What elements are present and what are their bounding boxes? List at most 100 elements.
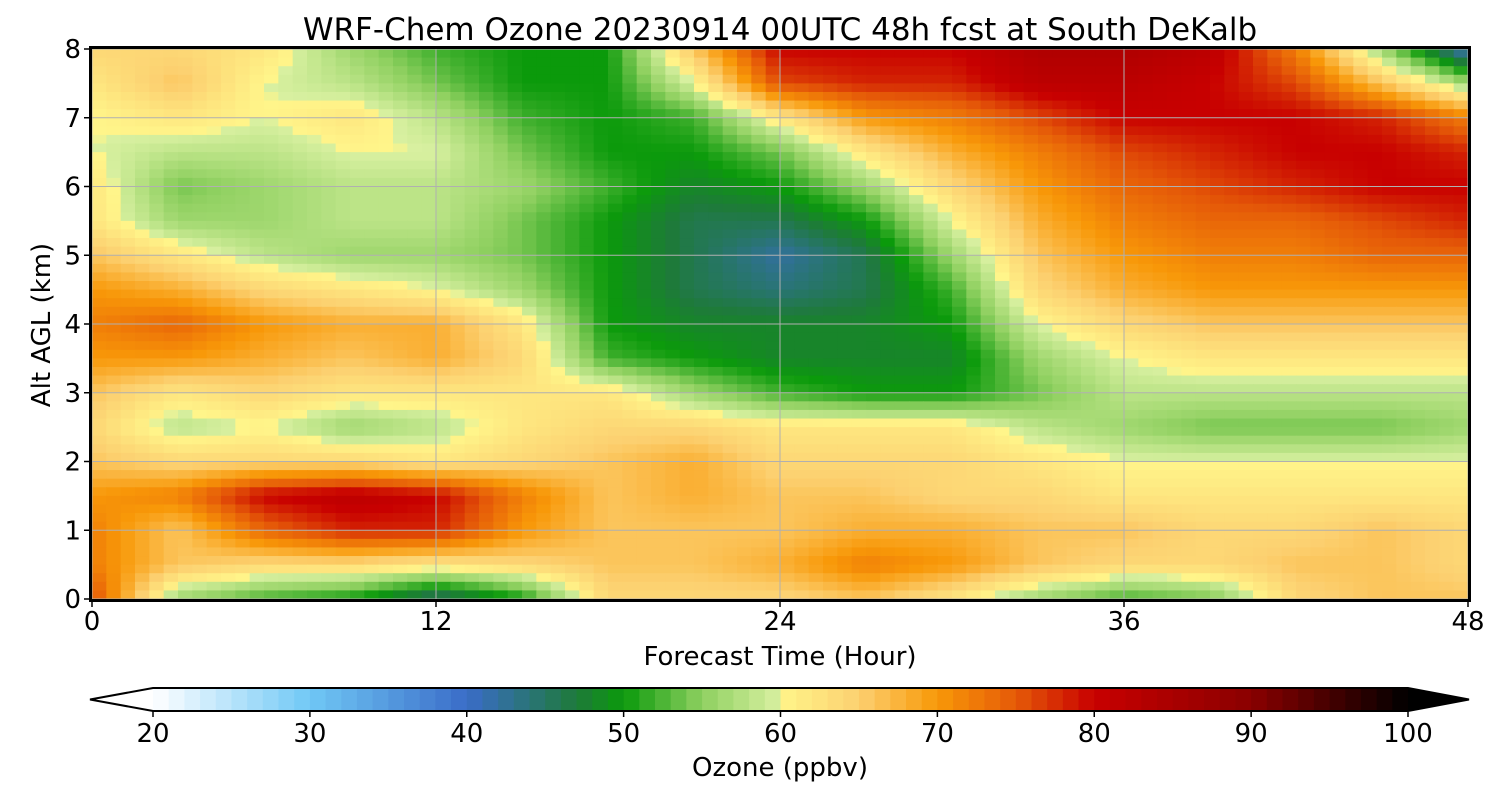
heatmap-cell xyxy=(464,341,480,351)
heatmap-cell xyxy=(1095,332,1111,342)
heatmap-cell xyxy=(536,409,552,420)
heatmap-cell xyxy=(966,66,982,76)
heatmap-cell xyxy=(278,315,294,325)
heatmap-cell xyxy=(894,126,910,136)
heatmap-cell xyxy=(880,134,896,145)
heatmap-cell xyxy=(866,427,881,437)
heatmap-cell xyxy=(436,384,451,394)
heatmap-cell xyxy=(149,49,165,59)
heatmap-cell xyxy=(1353,212,1369,222)
heatmap-cell xyxy=(1109,281,1125,291)
heatmap-cell xyxy=(737,177,752,188)
heatmap-cell xyxy=(493,186,509,196)
heatmap-cell xyxy=(937,74,953,84)
heatmap-cell xyxy=(235,272,251,282)
heatmap-cell xyxy=(550,186,566,196)
heatmap-cell xyxy=(909,143,924,153)
heatmap-cell xyxy=(837,306,853,316)
heatmap-cell xyxy=(1382,444,1397,454)
heatmap-cell xyxy=(1095,272,1111,282)
heatmap-cell xyxy=(249,444,265,454)
heatmap-cell xyxy=(579,49,595,59)
heatmap-cell xyxy=(464,74,480,84)
heatmap-cell xyxy=(579,452,595,463)
heatmap-cell xyxy=(163,375,179,385)
heatmap-cell xyxy=(1281,384,1297,394)
heatmap-cell xyxy=(636,298,652,308)
heatmap-cell xyxy=(1195,49,1211,59)
heatmap-cell xyxy=(522,91,537,102)
heatmap-cell xyxy=(1009,83,1025,93)
heatmap-cell xyxy=(450,366,466,377)
heatmap-cell xyxy=(235,487,251,497)
heatmap-cell xyxy=(550,298,566,308)
heatmap-cell xyxy=(1081,349,1096,359)
heatmap-cell xyxy=(1339,134,1354,145)
heatmap-cell xyxy=(1181,212,1197,222)
heatmap-cell xyxy=(1439,444,1455,454)
heatmap-cell xyxy=(1109,324,1125,334)
chart-title: WRF-Chem Ozone 20230914 00UTC 48h fcst a… xyxy=(303,12,1257,48)
heatmap-cell xyxy=(364,195,380,205)
heatmap-cell xyxy=(636,83,652,93)
heatmap-cell xyxy=(249,470,265,480)
heatmap-cell xyxy=(249,435,265,445)
heatmap-cell xyxy=(92,418,107,428)
heatmap-cell xyxy=(1367,366,1383,377)
heatmap-cell xyxy=(1353,229,1369,239)
heatmap-cell xyxy=(249,203,265,213)
heatmap-cell xyxy=(92,74,107,84)
heatmap-cell xyxy=(192,109,208,119)
heatmap-cell xyxy=(1210,444,1225,454)
heatmap-cell xyxy=(120,220,136,231)
heatmap-cell xyxy=(407,384,423,394)
heatmap-cell xyxy=(866,401,881,411)
heatmap-cell xyxy=(479,306,494,316)
heatmap-cell xyxy=(1109,332,1125,342)
heatmap-cell xyxy=(407,134,423,145)
heatmap-cell xyxy=(1339,177,1354,188)
heatmap-cell xyxy=(622,212,638,222)
heatmap-cell xyxy=(1281,315,1297,325)
heatmap-cell xyxy=(1009,91,1025,102)
heatmap-cell xyxy=(206,109,222,119)
heatmap-cell xyxy=(264,427,279,437)
heatmap-cell xyxy=(249,358,265,368)
heatmap-cell xyxy=(952,117,967,127)
heatmap-cell xyxy=(866,444,881,454)
heatmap-cell xyxy=(1238,186,1254,196)
heatmap-cell xyxy=(608,272,623,282)
heatmap-cell xyxy=(608,298,623,308)
heatmap-cell xyxy=(1023,212,1039,222)
heatmap-cell xyxy=(206,169,222,179)
heatmap-cell xyxy=(722,263,738,274)
heatmap-cell xyxy=(221,100,236,110)
heatmap-cell xyxy=(321,91,337,102)
heatmap-cell xyxy=(1310,246,1326,256)
heatmap-cell xyxy=(737,229,752,239)
heatmap-cell xyxy=(794,212,810,222)
heatmap-cell xyxy=(493,229,509,239)
heatmap-cell xyxy=(307,238,322,248)
heatmap-cell xyxy=(565,461,580,471)
heatmap-cell xyxy=(307,289,322,299)
heatmap-cell xyxy=(307,298,322,308)
heatmap-cell xyxy=(1425,470,1440,480)
heatmap-cell xyxy=(937,315,953,325)
heatmap-cell xyxy=(1081,315,1096,325)
heatmap-cell xyxy=(364,169,380,179)
heatmap-cell xyxy=(593,91,609,102)
heatmap-cell xyxy=(1138,272,1154,282)
heatmap-cell xyxy=(1210,126,1225,136)
heatmap-cell xyxy=(178,298,193,308)
heatmap-cell xyxy=(1195,152,1211,162)
heatmap-cell xyxy=(708,470,724,480)
heatmap-cell xyxy=(1124,349,1139,359)
heatmap-cell xyxy=(221,478,236,488)
heatmap-cell xyxy=(507,220,523,231)
heatmap-cell xyxy=(106,160,122,170)
heatmap-cell xyxy=(1296,478,1311,488)
heatmap-cell xyxy=(407,263,423,274)
heatmap-cell xyxy=(851,203,867,213)
heatmap-cell xyxy=(579,392,595,402)
